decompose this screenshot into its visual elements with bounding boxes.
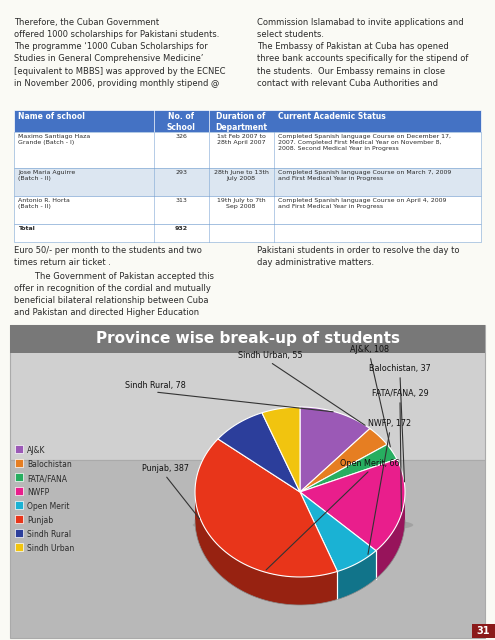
Bar [10, 460, 485, 638]
Bar [14, 110, 481, 132]
Text: Therefore, the Cuban Government
offered 1000 scholarships for Pakistani students: Therefore, the Cuban Government offered … [14, 18, 226, 88]
Text: 326: 326 [175, 134, 187, 139]
Polygon shape [218, 413, 300, 492]
Bar [15, 543, 23, 551]
Text: 28th June to 13th
July 2008: 28th June to 13th July 2008 [213, 170, 268, 181]
Text: Antonio R. Horta
(Batch - II): Antonio R. Horta (Batch - II) [18, 198, 70, 209]
Text: 1st Feb 2007 to
28th April 2007: 1st Feb 2007 to 28th April 2007 [217, 134, 265, 145]
Text: 313: 313 [175, 198, 187, 203]
Polygon shape [300, 429, 387, 492]
Ellipse shape [193, 516, 413, 534]
Text: Jose Maria Aguirre
(Batch - II): Jose Maria Aguirre (Batch - II) [18, 170, 75, 181]
Bar [15, 445, 23, 453]
Text: NWFP: NWFP [27, 488, 49, 497]
Bar [14, 224, 481, 242]
Text: Punjab: Punjab [27, 516, 53, 525]
Text: FATA/FANA: FATA/FANA [27, 474, 67, 483]
Polygon shape [262, 407, 300, 492]
Bar [15, 515, 23, 523]
Polygon shape [376, 493, 405, 579]
Polygon shape [338, 550, 376, 600]
Polygon shape [300, 407, 370, 492]
Text: Completed Spanish language Course on December 17,
2007. Completed First Medical : Completed Spanish language Course on Dec… [278, 134, 451, 151]
Polygon shape [195, 495, 338, 605]
Text: AJ&K: AJ&K [27, 446, 46, 455]
Bar [14, 196, 481, 224]
Text: Name of school: Name of school [18, 112, 85, 121]
Text: FATA/FANA, 29: FATA/FANA, 29 [372, 389, 428, 398]
Text: Sindh Rural, 78: Sindh Rural, 78 [125, 381, 185, 390]
Bar [10, 325, 485, 353]
Polygon shape [300, 459, 405, 550]
Text: 932: 932 [174, 226, 188, 231]
Text: Euro 50/- per month to the students and two
times return air ticket .: Euro 50/- per month to the students and … [14, 246, 202, 267]
Text: Balochistan: Balochistan [27, 460, 72, 469]
Text: The Government of Pakistan accepted this
offer in recognition of the cordial and: The Government of Pakistan accepted this… [14, 272, 214, 317]
Text: AJ&K, 108: AJ&K, 108 [350, 345, 390, 354]
Text: 31: 31 [476, 626, 490, 636]
Text: 19th July to 7th
Sep 2008: 19th July to 7th Sep 2008 [217, 198, 265, 209]
Bar [15, 473, 23, 481]
Text: Sindh Urban, 55: Sindh Urban, 55 [238, 351, 302, 360]
Text: No. of
School: No. of School [166, 112, 196, 132]
Text: Sindh Rural: Sindh Rural [27, 530, 71, 539]
Bar [10, 325, 485, 460]
Text: Commission Islamabad to invite applications and
select students.
The Embassy of : Commission Islamabad to invite applicati… [257, 18, 468, 88]
Bar [15, 459, 23, 467]
Bar [472, 624, 495, 638]
Text: Total: Total [18, 226, 35, 231]
Bar [14, 168, 481, 196]
Text: Current Academic Status: Current Academic Status [278, 112, 386, 121]
Bar [14, 132, 481, 168]
Text: Open Merit: Open Merit [27, 502, 69, 511]
Polygon shape [300, 492, 376, 572]
Text: Province wise break-up of students: Province wise break-up of students [96, 332, 399, 346]
Polygon shape [300, 444, 397, 492]
Bar [15, 487, 23, 495]
Text: Sindh Urban: Sindh Urban [27, 544, 74, 553]
Text: Completed Spanish language Course on April 4, 2009
and First Medical Year in Pro: Completed Spanish language Course on Apr… [278, 198, 446, 209]
Bar [15, 501, 23, 509]
Text: NWFP, 172: NWFP, 172 [368, 419, 411, 428]
Polygon shape [195, 439, 338, 577]
Text: Pakistani students in order to resolve the day to
day administrative matters.: Pakistani students in order to resolve t… [257, 246, 459, 267]
Text: Duration of
Department: Duration of Department [215, 112, 267, 132]
Bar [15, 529, 23, 537]
Text: Punjab, 387: Punjab, 387 [142, 464, 189, 473]
Text: Open Merit, 66: Open Merit, 66 [340, 459, 400, 468]
Text: Maximo Santiago Haza
Grande (Batch - I): Maximo Santiago Haza Grande (Batch - I) [18, 134, 90, 145]
Text: 293: 293 [175, 170, 187, 175]
Text: Balochistan, 37: Balochistan, 37 [369, 364, 431, 373]
Text: Completed Spanish language Course on March 7, 2009
and First Medical Year in Pro: Completed Spanish language Course on Mar… [278, 170, 451, 181]
